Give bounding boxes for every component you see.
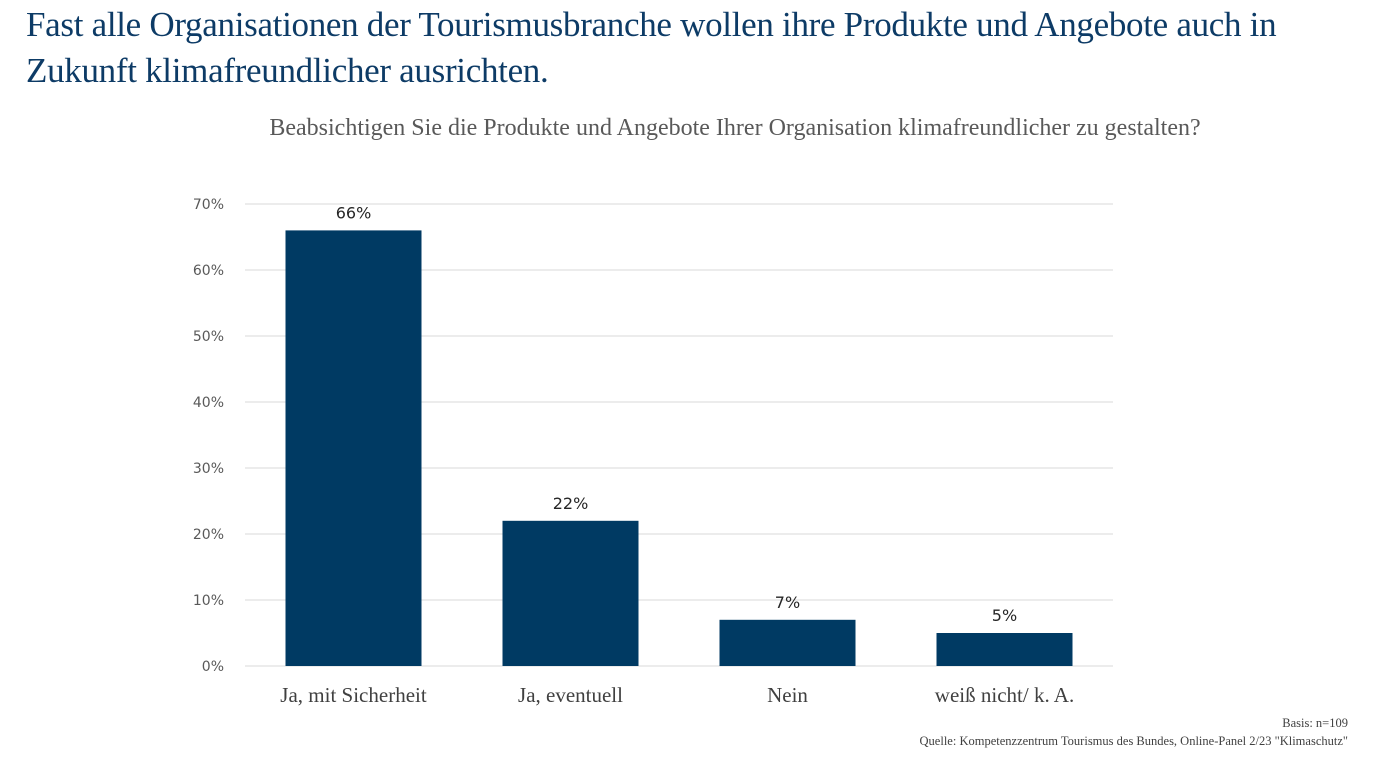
y-tick-label: 0% bbox=[202, 659, 224, 675]
y-tick-label: 20% bbox=[193, 527, 224, 543]
y-tick-label: 60% bbox=[193, 263, 224, 279]
source-note: Quelle: Kompetenzzentrum Tourismus des B… bbox=[919, 734, 1348, 748]
headline: Fast alle Organisationen der Tourismusbr… bbox=[26, 5, 1277, 90]
y-tick-label: 70% bbox=[193, 197, 224, 213]
y-tick-label: 50% bbox=[193, 329, 224, 345]
bar bbox=[719, 619, 856, 666]
x-category-label: Ja, mit Sicherheit bbox=[280, 683, 427, 707]
bar bbox=[936, 633, 1073, 666]
x-category-label: weiß nicht/ k. A. bbox=[935, 683, 1074, 707]
y-tick-label: 10% bbox=[193, 593, 224, 609]
x-category-label: Nein bbox=[767, 683, 808, 707]
data-labels: 66% 22% 7% 5% bbox=[336, 203, 1017, 625]
data-label: 7% bbox=[775, 593, 800, 612]
y-tick-label: 30% bbox=[193, 461, 224, 477]
x-axis-categories: Ja, mit Sicherheit Ja, eventuell Nein weiß … bbox=[280, 683, 1074, 707]
bars bbox=[285, 230, 1073, 666]
data-label: 22% bbox=[553, 494, 589, 513]
bar bbox=[502, 520, 639, 666]
basis-note: Basis: n=109 bbox=[1282, 716, 1348, 730]
data-label: 66% bbox=[336, 203, 372, 222]
y-tick-label: 40% bbox=[193, 395, 224, 411]
chart-title: Beabsichtigen Sie die Produkte und Angeb… bbox=[269, 115, 1201, 141]
bar bbox=[285, 230, 422, 666]
x-category-label: Ja, eventuell bbox=[518, 683, 623, 707]
y-axis-ticks: 0% 10% 20% 30% 40% 50% 60% 70% bbox=[193, 197, 224, 675]
data-label: 5% bbox=[992, 606, 1017, 625]
